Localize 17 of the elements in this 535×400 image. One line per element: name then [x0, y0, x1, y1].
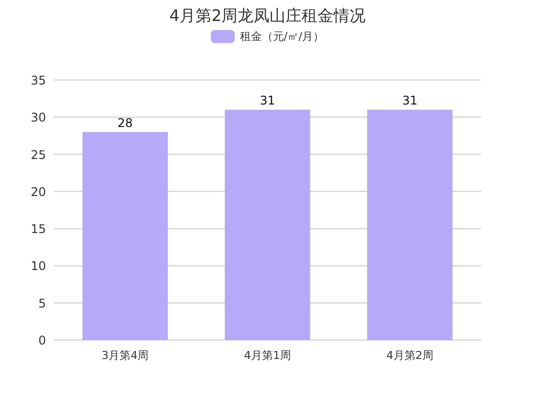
ytick: 30 [30, 110, 46, 125]
ytick: 10 [30, 259, 46, 274]
ytick: 15 [30, 222, 46, 236]
legend: 租金（元/㎡/月） [210, 30, 324, 43]
xtick: 3月第4周 [102, 349, 149, 362]
data-label: 31 [402, 94, 418, 108]
legend-label: 租金（元/㎡/月） [240, 30, 324, 43]
ytick: 25 [30, 148, 46, 162]
data-label: 31 [260, 94, 276, 108]
title: 4月第2周龙凤山庄租金情况 [169, 6, 366, 25]
ytick: 0 [38, 334, 46, 348]
ytick: 35 [30, 74, 46, 88]
ytick: 5 [38, 296, 46, 310]
xtick: 4月第1周 [244, 349, 291, 362]
data-label: 28 [118, 116, 133, 130]
xtick: 4月第2周 [386, 349, 434, 362]
ytick: 20 [30, 184, 46, 199]
